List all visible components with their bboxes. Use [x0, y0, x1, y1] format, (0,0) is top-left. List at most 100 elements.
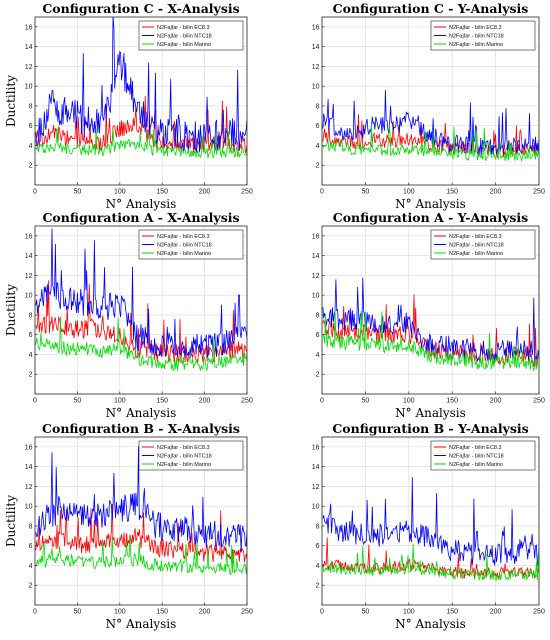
x-axis-label: N° Analysis: [106, 197, 177, 211]
y-tick-label: 12: [25, 484, 33, 491]
x-tick-label: 250: [533, 189, 545, 196]
y-tick-label: 14: [25, 253, 33, 260]
y-tick-label: 4: [29, 352, 33, 359]
chart-panel-1: 0 50 100 150 200 250 2 4 6 8 10 12 14 16 Configuration…: [4, 1, 253, 211]
x-tick-label: 250: [241, 398, 253, 405]
legend-label: N2Fajfar - bilin Marino: [157, 251, 211, 257]
x-tick-label: 250: [241, 189, 253, 196]
legend-label: N2Fajfar - bilin EC8.3: [449, 234, 502, 240]
panel-title: Configuration A - X-Analysis: [42, 210, 239, 225]
plot-frame: [34, 225, 248, 395]
x-axis-label: N° Analysis: [395, 406, 466, 420]
y-tick-label: 4: [29, 563, 33, 570]
panel-title: Configuration C - Y-Analysis: [333, 1, 529, 16]
y-tick-label: 12: [25, 64, 33, 71]
y-tick-label: 10: [25, 84, 33, 91]
series-line-2: [322, 89, 539, 156]
x-tick-label: 50: [362, 398, 370, 405]
legend-box: [430, 440, 536, 471]
legend-label: N2Fajfar - bilin EC8.3: [449, 25, 502, 31]
y-tick-label: 16: [25, 24, 33, 31]
chart-panel-5: 0 50 100 150 200 250 2 4 6 8 10 12 14 16 Configuration…: [4, 421, 253, 631]
legend-box: [138, 440, 244, 471]
series-line-1: [35, 503, 247, 563]
plot-frame: [321, 436, 540, 606]
y-tick-label: 6: [316, 123, 320, 130]
x-tick-label: 250: [241, 609, 253, 616]
y-tick-label: 4: [316, 563, 320, 570]
legend-label: N2Fajfar - bilin Marino: [157, 42, 211, 48]
x-tick-label: 50: [74, 189, 82, 196]
x-tick-label: 50: [74, 398, 82, 405]
legend-label: N2Fajfar - bilin NTC18: [157, 34, 212, 40]
y-tick-label: 8: [316, 103, 320, 110]
chart-panel-4: 0 50 100 150 200 250 2 4 6 8 10 12 14 16 Configuration…: [312, 210, 545, 420]
x-tick-label: 200: [199, 609, 211, 616]
x-tick-label: 150: [446, 189, 458, 196]
y-tick-label: 14: [25, 464, 33, 471]
x-tick-label: 0: [33, 398, 37, 405]
panel-title: Configuration B - Y-Analysis: [332, 421, 528, 436]
panel-title: Configuration A - Y-Analysis: [333, 210, 528, 225]
x-tick-label: 150: [446, 398, 458, 405]
y-tick-label: 10: [25, 504, 33, 511]
legend-box: [138, 20, 244, 51]
series-line-3: [322, 124, 539, 163]
series-line-3: [322, 310, 539, 373]
y-tick-label: 8: [29, 103, 33, 110]
y-tick-label: 14: [312, 464, 320, 471]
chart-panel-3: 0 50 100 150 200 250 2 4 6 8 10 12 14 16 Configuration…: [4, 210, 253, 420]
y-tick-label: 6: [316, 543, 320, 550]
x-axis-label: N° Analysis: [395, 617, 466, 631]
y-tick-label: 2: [316, 372, 320, 379]
y-tick-label: 12: [25, 273, 33, 280]
y-axis-label: Ductility: [4, 495, 18, 547]
y-tick-label: 2: [29, 163, 33, 170]
legend-label: N2Fajfar - bilin Marino: [157, 462, 211, 468]
legend-label: N2Fajfar - bilin Marino: [449, 42, 503, 48]
y-tick-label: 6: [29, 332, 33, 339]
x-tick-label: 50: [74, 609, 82, 616]
y-tick-label: 6: [316, 332, 320, 339]
x-tick-label: 0: [33, 189, 37, 196]
x-tick-label: 50: [362, 189, 370, 196]
y-tick-label: 4: [29, 143, 33, 150]
legend-label: N2Fajfar - bilin EC8.3: [157, 445, 210, 451]
legend-box: [430, 229, 536, 260]
y-axis-label: Ductility: [4, 284, 18, 336]
x-tick-label: 50: [362, 609, 370, 616]
x-tick-label: 150: [156, 609, 168, 616]
legend-label: N2Fajfar - bilin EC8.3: [157, 234, 210, 240]
series-line-3: [35, 316, 247, 372]
y-tick-label: 10: [25, 293, 33, 300]
x-tick-label: 250: [533, 398, 545, 405]
chart-panel-2: 0 50 100 150 200 250 2 4 6 8 10 12 14 16 Configuration…: [312, 1, 545, 211]
x-axis-label: N° Analysis: [395, 197, 466, 211]
y-tick-label: 14: [312, 253, 320, 260]
y-tick-label: 4: [316, 352, 320, 359]
x-tick-label: 150: [156, 189, 168, 196]
series-line-2: [35, 446, 247, 552]
series-line-2: [322, 277, 539, 362]
panel-title: Configuration B - X-Analysis: [42, 421, 240, 436]
legend: N2Fajfar - bilin EC8.3 N2Fajfar - bilin N…: [138, 20, 244, 51]
y-tick-label: 8: [316, 523, 320, 530]
y-tick-label: 16: [312, 444, 320, 451]
x-tick-label: 150: [446, 609, 458, 616]
legend: N2Fajfar - bilin EC8.3 N2Fajfar - bilin N…: [138, 229, 244, 260]
legend: N2Fajfar - bilin EC8.3 N2Fajfar - bilin N…: [430, 440, 536, 471]
plot-frame: [321, 225, 540, 395]
series-line-2: [35, 228, 247, 359]
legend: N2Fajfar - bilin EC8.3 N2Fajfar - bilin N…: [430, 20, 536, 51]
legend-box: [138, 229, 244, 260]
legend-label: N2Fajfar - bilin NTC18: [449, 243, 504, 249]
x-axis-label: N° Analysis: [106, 406, 177, 420]
x-tick-label: 0: [320, 609, 324, 616]
x-tick-label: 0: [320, 189, 324, 196]
panel-title: Configuration C - X-Analysis: [42, 1, 239, 16]
legend: N2Fajfar - bilin EC8.3 N2Fajfar - bilin N…: [430, 229, 536, 260]
y-tick-label: 6: [29, 123, 33, 130]
y-tick-label: 10: [312, 293, 320, 300]
series-line-3: [35, 536, 247, 576]
